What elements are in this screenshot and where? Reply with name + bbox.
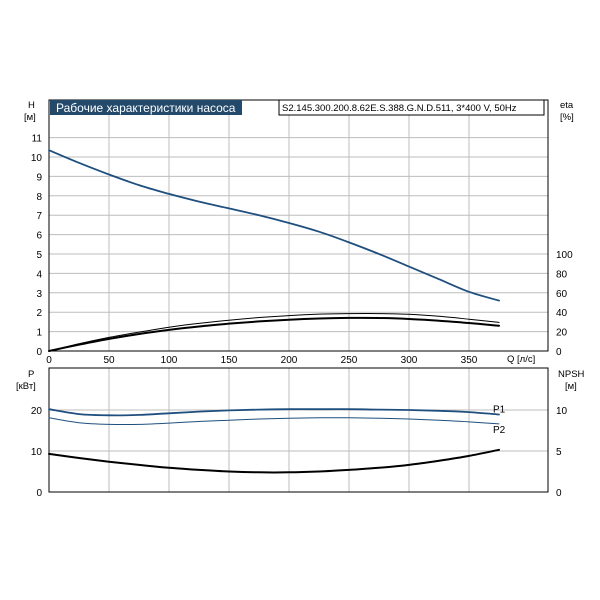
top-panel-grid <box>49 100 548 351</box>
y-left-tick-label: 6 <box>36 231 42 242</box>
eta-axis-label: eta <box>560 100 574 111</box>
tick-labels: 0 50 100 150 200 250 300 3500123456789101102040… <box>31 134 573 499</box>
x-tick-label: 350 <box>461 355 478 366</box>
y-left-tick-label: 10 <box>31 153 43 164</box>
y-left-tick-label: 3 <box>36 289 42 300</box>
eta-axis-unit: [%] <box>560 112 574 123</box>
curves <box>48 149 500 474</box>
y-left-tick-label: 8 <box>36 192 42 203</box>
chart-title: Рабочие характеристики насоса <box>56 101 236 115</box>
y-left-tick-label: 0 <box>36 347 42 358</box>
y-left-tick-label: 7 <box>36 211 42 222</box>
bottom-panel-frame <box>48 367 549 493</box>
y-right-tick-label: 0 <box>556 347 562 358</box>
y-left-tick-label: 11 <box>32 134 43 145</box>
h-axis-label: H <box>28 100 35 111</box>
y-left-tick-label: 4 <box>36 269 42 280</box>
y-left-tick-label: 0 <box>36 488 42 499</box>
top-curve-1 <box>48 312 500 352</box>
npsh-axis-label: NPSH <box>558 369 585 380</box>
p-axis-label: P <box>28 369 34 380</box>
x-tick-label: 300 <box>401 355 418 366</box>
chart-title-background <box>50 100 242 115</box>
series-label-p1: P1 <box>493 405 506 416</box>
y-left-tick-label: 10 <box>31 447 43 458</box>
series-label-p2: P2 <box>493 425 506 436</box>
y-right-tick-label: 10 <box>556 406 568 417</box>
x-tick-label: 150 <box>221 355 238 366</box>
model-designation: S2.145.300.200.8.62E.S.388.G.N.D.511, 3*… <box>282 103 517 114</box>
y-right-tick-label: 40 <box>556 308 568 319</box>
y-right-tick-label: 60 <box>556 289 568 300</box>
y-left-tick-label: 1 <box>36 328 42 339</box>
p-axis-unit: [кВт] <box>16 381 36 392</box>
x-tick-label: 50 <box>103 355 115 366</box>
h-axis-unit: [м] <box>24 112 36 123</box>
npsh-axis-unit: [м] <box>565 381 577 392</box>
x-tick-label: 250 <box>341 355 358 366</box>
p2-curve <box>48 417 500 426</box>
y-right-tick-label: 80 <box>556 269 568 280</box>
y-right-tick-label: 5 <box>556 447 562 458</box>
y-right-tick-label: 20 <box>556 328 568 339</box>
y-left-tick-label: 20 <box>31 406 43 417</box>
bottom-panel-grid <box>49 368 548 492</box>
bottom-curve-2 <box>48 448 500 474</box>
x-tick-label: 100 <box>161 355 178 366</box>
y-right-tick-label: 100 <box>556 250 573 261</box>
p1-curve <box>48 408 500 417</box>
model-box <box>278 99 545 116</box>
y-left-tick-label: 2 <box>36 308 42 319</box>
x-tick-label: 200 <box>281 355 298 366</box>
y-left-tick-label: 5 <box>36 250 42 261</box>
y-right-tick-label: 0 <box>556 488 562 499</box>
series-labels: P1 P2 <box>493 405 506 436</box>
y-left-tick-label: 9 <box>36 172 42 183</box>
top-curve-2 <box>48 316 500 352</box>
top-curve-0 <box>48 149 500 302</box>
q-axis-label: Q [л/с] <box>507 354 535 365</box>
x-tick-label: 0 <box>46 355 52 366</box>
